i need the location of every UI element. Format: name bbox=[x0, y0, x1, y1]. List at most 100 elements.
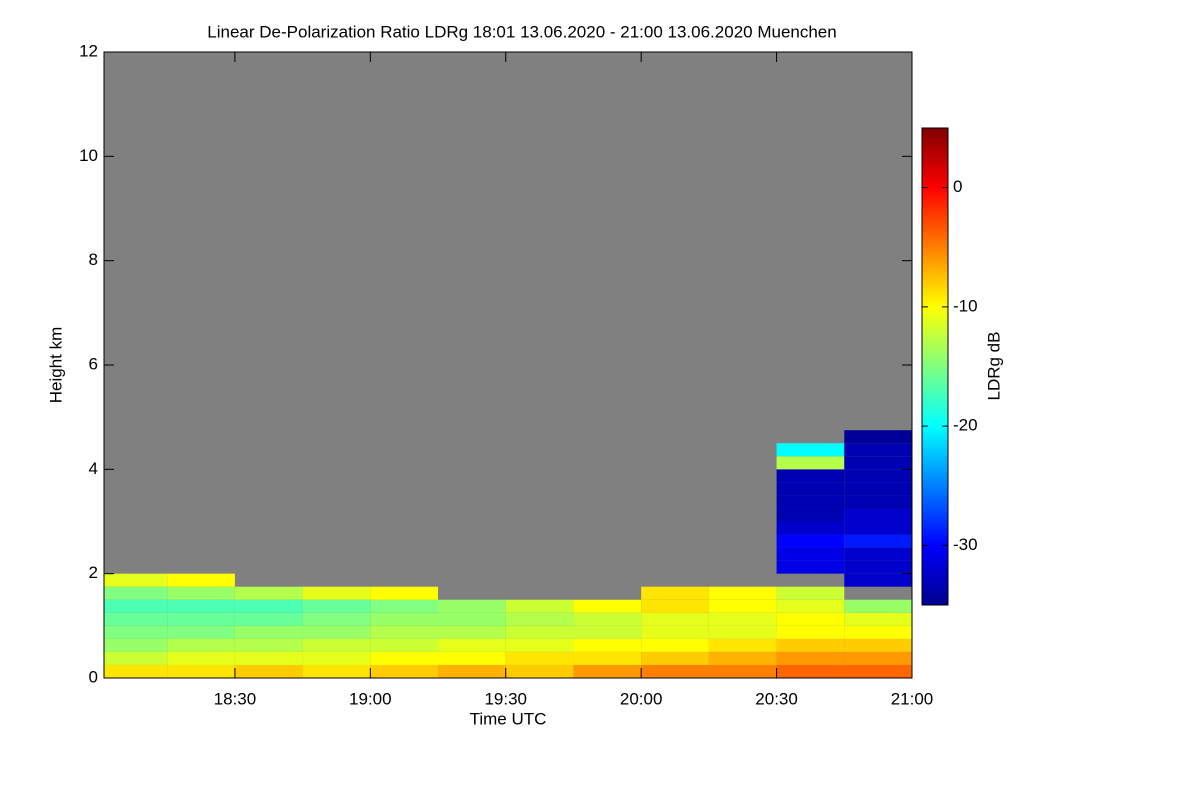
heatmap-cell bbox=[844, 521, 912, 535]
heatmap-cell bbox=[708, 651, 777, 665]
heatmap-cell bbox=[844, 560, 912, 574]
colorbar-tick-label: 0 bbox=[953, 177, 962, 196]
heatmap-cell bbox=[370, 625, 439, 639]
x-tick-label: 20:30 bbox=[755, 689, 798, 708]
heatmap-cell bbox=[167, 625, 235, 639]
heatmap-cell bbox=[234, 586, 303, 600]
heatmap-cell bbox=[776, 612, 845, 626]
heatmap-cell bbox=[573, 664, 642, 678]
heatmap-cell bbox=[167, 651, 235, 665]
heatmap-cell bbox=[844, 599, 912, 613]
x-tick-label: 19:30 bbox=[484, 689, 527, 708]
heatmap-cell bbox=[438, 612, 506, 626]
heatmap-cell bbox=[234, 651, 303, 665]
y-tick-label: 6 bbox=[89, 354, 98, 373]
heatmap-cell bbox=[438, 638, 506, 652]
x-tick-label: 19:00 bbox=[349, 689, 392, 708]
heatmap-cell bbox=[573, 651, 642, 665]
heatmap-cell bbox=[167, 612, 235, 626]
heatmap-cell bbox=[641, 651, 709, 665]
heatmap-cell bbox=[776, 664, 845, 678]
heatmap-cell bbox=[302, 599, 371, 613]
heatmap-cell bbox=[234, 664, 303, 678]
heatmap-cell bbox=[844, 430, 912, 444]
heatmap-cell bbox=[438, 664, 506, 678]
heatmap-cell bbox=[370, 638, 439, 652]
heatmap-cell bbox=[776, 534, 845, 548]
heatmap-cell bbox=[776, 443, 845, 457]
colorbar-tick-label: -30 bbox=[953, 535, 978, 554]
colorbar-tick-label: -20 bbox=[953, 416, 978, 435]
heatmap-cell bbox=[844, 495, 912, 509]
heatmap-cell bbox=[844, 469, 912, 483]
heatmap-cell bbox=[302, 638, 371, 652]
heatmap-cell bbox=[370, 586, 439, 600]
heatmap-cell bbox=[641, 625, 709, 639]
heatmap-cell bbox=[776, 521, 845, 535]
heatmap-cell bbox=[104, 664, 168, 678]
heatmap-cell bbox=[776, 586, 845, 600]
colorbar-title: LDRg dB bbox=[984, 332, 1003, 401]
y-tick-label: 0 bbox=[89, 667, 98, 686]
heatmap-cell bbox=[844, 482, 912, 496]
heatmap-cell bbox=[776, 456, 845, 470]
colorbar bbox=[921, 127, 949, 606]
heatmap-cell bbox=[776, 651, 845, 665]
heatmap-cell bbox=[776, 560, 845, 574]
heatmap-cell bbox=[370, 664, 439, 678]
heatmap-cell bbox=[641, 586, 709, 600]
heatmap-cell bbox=[104, 573, 168, 587]
heatmap-cell bbox=[104, 612, 168, 626]
heatmap-cell bbox=[776, 547, 845, 561]
heatmap-cell bbox=[844, 625, 912, 639]
heatmap-cell bbox=[776, 599, 845, 613]
heatmap-cell bbox=[234, 638, 303, 652]
heatmap-cell bbox=[844, 456, 912, 470]
heatmap-cell bbox=[776, 495, 845, 509]
heatmap-cell bbox=[844, 547, 912, 561]
heatmap-cell bbox=[302, 664, 371, 678]
y-tick-label: 4 bbox=[89, 459, 98, 478]
heatmap-cell bbox=[776, 482, 845, 496]
heatmap-cell bbox=[104, 651, 168, 665]
heatmap-cell bbox=[844, 534, 912, 548]
heatmap-cell bbox=[844, 443, 912, 457]
heatmap-cell bbox=[438, 625, 506, 639]
x-tick-label: 18:30 bbox=[214, 689, 257, 708]
heatmap-cell bbox=[370, 612, 439, 626]
heatmap-cell bbox=[505, 651, 574, 665]
heatmap-cell bbox=[438, 651, 506, 665]
heatmap-cell bbox=[104, 599, 168, 613]
heatmap-cell bbox=[708, 586, 777, 600]
heatmap-cell bbox=[104, 625, 168, 639]
heatmap-cell bbox=[167, 664, 235, 678]
heatmap-cell bbox=[844, 612, 912, 626]
heatmap-cell bbox=[708, 664, 777, 678]
heatmap-cell bbox=[167, 599, 235, 613]
heatmap-cell bbox=[505, 625, 574, 639]
y-axis-title: Height km bbox=[46, 327, 65, 404]
heatmap-cell bbox=[641, 664, 709, 678]
heatmap-cell bbox=[370, 651, 439, 665]
heatmap-cell bbox=[505, 612, 574, 626]
heatmap-cell bbox=[641, 638, 709, 652]
heatmap-cell bbox=[708, 638, 777, 652]
heatmap-cell bbox=[844, 651, 912, 665]
y-tick-label: 2 bbox=[89, 563, 98, 582]
y-tick-label: 12 bbox=[79, 41, 98, 60]
heatmap-cell bbox=[573, 638, 642, 652]
y-tick-label: 8 bbox=[89, 250, 98, 269]
heatmap-cell bbox=[573, 625, 642, 639]
heatmap-cell bbox=[302, 625, 371, 639]
heatmap-cell bbox=[844, 573, 912, 587]
heatmap-cell bbox=[708, 625, 777, 639]
heatmap-cell bbox=[234, 612, 303, 626]
heatmap-cell bbox=[167, 638, 235, 652]
heatmap-cell bbox=[641, 599, 709, 613]
heatmap-cell bbox=[438, 599, 506, 613]
heatmap-cell bbox=[776, 638, 845, 652]
x-axis-title: Time UTC bbox=[470, 709, 547, 728]
heatmap-cell bbox=[370, 599, 439, 613]
heatmap-cell bbox=[505, 638, 574, 652]
heatmap-cell bbox=[708, 599, 777, 613]
